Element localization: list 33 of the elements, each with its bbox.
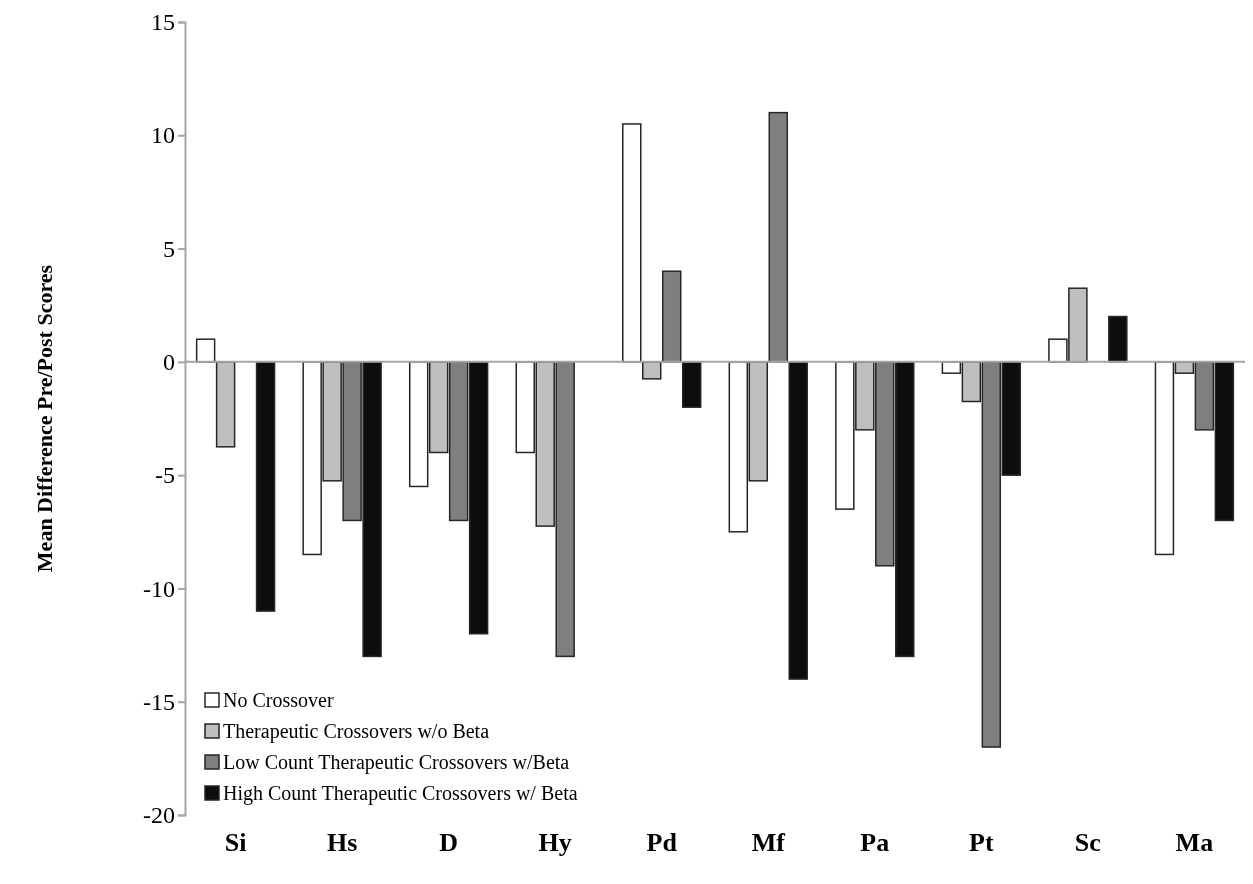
bar: [642, 361, 662, 380]
x-tick-label: Pt: [969, 828, 994, 857]
x-tick-label: Hy: [538, 828, 572, 857]
x-tick-label: Sc: [1074, 828, 1101, 857]
y-tick-label: -15: [143, 688, 175, 715]
y-tick-label: 15: [151, 9, 175, 36]
bar: [195, 338, 216, 363]
x-tick-label: Pa: [860, 828, 890, 857]
y-axis-title: Mean Difference Pre/Post Scores: [32, 264, 57, 573]
y-tick-label: -20: [143, 802, 175, 829]
legend-label: Low Count Therapeutic Crossovers w/Beta: [223, 751, 570, 774]
bar: [788, 361, 808, 680]
x-tick-label: D: [439, 828, 459, 857]
bar: [622, 123, 642, 363]
y-tick-label: 5: [163, 235, 175, 262]
bar: [255, 361, 276, 612]
bar: [681, 361, 702, 408]
x-tick-label: Hs: [326, 828, 358, 857]
x-tick-label: Pd: [646, 828, 678, 857]
bar: [661, 270, 682, 363]
y-tick-label: 0: [163, 349, 175, 376]
legend-label: Therapeutic Crossovers w/o Beta: [223, 720, 490, 743]
bar: [215, 361, 236, 448]
x-tick-label: Ma: [1175, 828, 1214, 857]
bar: [768, 111, 788, 363]
y-tick-label: -10: [143, 575, 175, 602]
legend-label: High Count Therapeutic Crossovers w/ Beta: [223, 782, 578, 805]
legend-label: No Crossover: [223, 689, 334, 711]
y-tick-label: 10: [151, 122, 175, 149]
x-tick-label: Mf: [751, 828, 786, 857]
x-tick-label: Si: [224, 828, 247, 857]
bar: [1108, 315, 1128, 363]
y-tick-label: -5: [155, 462, 175, 489]
